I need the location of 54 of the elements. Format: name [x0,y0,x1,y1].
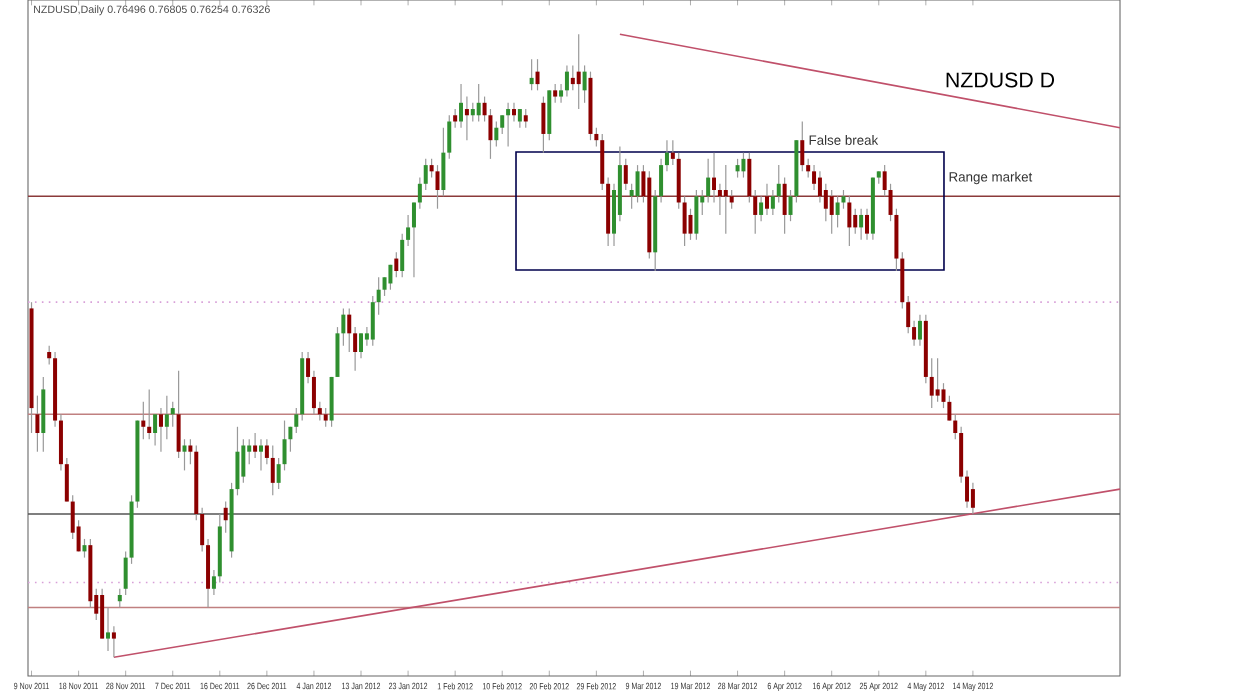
candlestick [694,189,699,241]
candlestick [859,208,864,241]
text: NZDUSD D [946,72,1055,88]
candlestick [723,164,728,235]
candlestick [800,120,805,172]
candlestick [511,102,516,123]
candlestick [158,407,163,453]
candlestick [517,108,522,129]
candlestick [394,251,399,278]
candlestick [111,625,116,658]
candlestick [147,388,152,440]
candlestick [570,64,575,91]
candlestick [735,158,740,179]
candlestick [865,208,869,241]
candlestick [523,108,528,129]
candlestick [323,407,328,428]
candlestick [494,120,499,148]
candlestick [341,307,346,347]
candlestick [835,195,840,229]
candlestick [853,208,858,235]
candlestick [847,195,852,247]
candlestick [688,208,693,241]
candlestick [764,183,769,216]
candlestick [535,58,540,91]
candlestick [635,164,640,204]
candlestick [164,395,169,440]
candlestick [223,500,228,534]
candlestick [41,376,46,453]
candlestick [553,83,558,104]
candlestick [464,95,469,141]
candlestick [117,588,122,609]
candlestick [729,189,734,210]
candlestick [829,189,834,235]
candlestick [576,33,581,110]
candlestick [388,264,393,291]
candlestick [258,438,263,471]
candlestick [782,176,787,235]
candlestick [741,152,746,179]
candlestick [476,83,481,123]
candlestick [541,95,546,154]
candlestick [506,102,511,148]
candlestick [564,64,569,98]
candlestick [529,58,534,91]
candlestick [106,606,111,652]
candlestick [82,538,87,559]
candlestick [917,314,922,347]
candlestick [141,401,146,440]
candlestick [470,102,475,123]
candlestick [329,376,334,428]
candlestick [935,357,940,403]
candlestick [253,432,258,459]
candlestick [270,444,275,496]
candlestick [359,332,364,359]
candlestick [623,158,628,191]
